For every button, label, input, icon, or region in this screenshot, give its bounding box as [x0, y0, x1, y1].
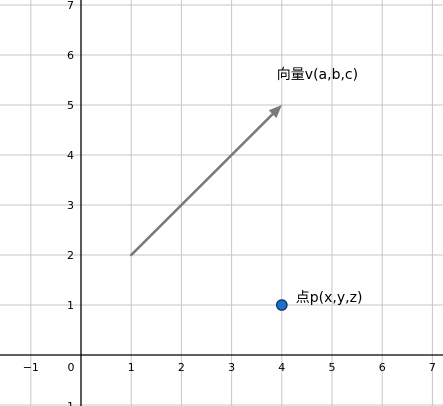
- x-tick-label: 6: [379, 361, 386, 374]
- y-tick-label: 3: [67, 199, 74, 212]
- x-tick-label: −1: [23, 361, 39, 374]
- x-tick-label: 2: [178, 361, 185, 374]
- y-tick-label: 1: [67, 400, 74, 406]
- y-tick-label: 6: [67, 49, 74, 62]
- vector-shaft: [131, 114, 272, 255]
- y-tick-label: 5: [67, 99, 74, 112]
- vector-label: 向量v(a,b,c): [277, 67, 358, 83]
- chart-marks: 向量v(a,b,c) 点p(x,y,z): [131, 67, 362, 310]
- x-tick-label: 5: [329, 361, 336, 374]
- x-tick-label: 1: [128, 361, 135, 374]
- x-tick-label: 3: [228, 361, 235, 374]
- y-tick-label: 1: [67, 299, 74, 312]
- y-tick-label: 4: [67, 149, 74, 162]
- x-tick-label: 0: [68, 361, 75, 374]
- x-tick-label: 4: [278, 361, 285, 374]
- y-tick-label: 2: [67, 249, 74, 262]
- y-tick-label: 7: [67, 0, 74, 12]
- point-label: 点p(x,y,z): [296, 290, 363, 306]
- point-marker: [277, 300, 287, 310]
- tick-labels: −1 0 1 2 3 4 5 6 7 1 1 2 3 4 5 6 7: [23, 0, 436, 406]
- x-tick-label: 7: [429, 361, 436, 374]
